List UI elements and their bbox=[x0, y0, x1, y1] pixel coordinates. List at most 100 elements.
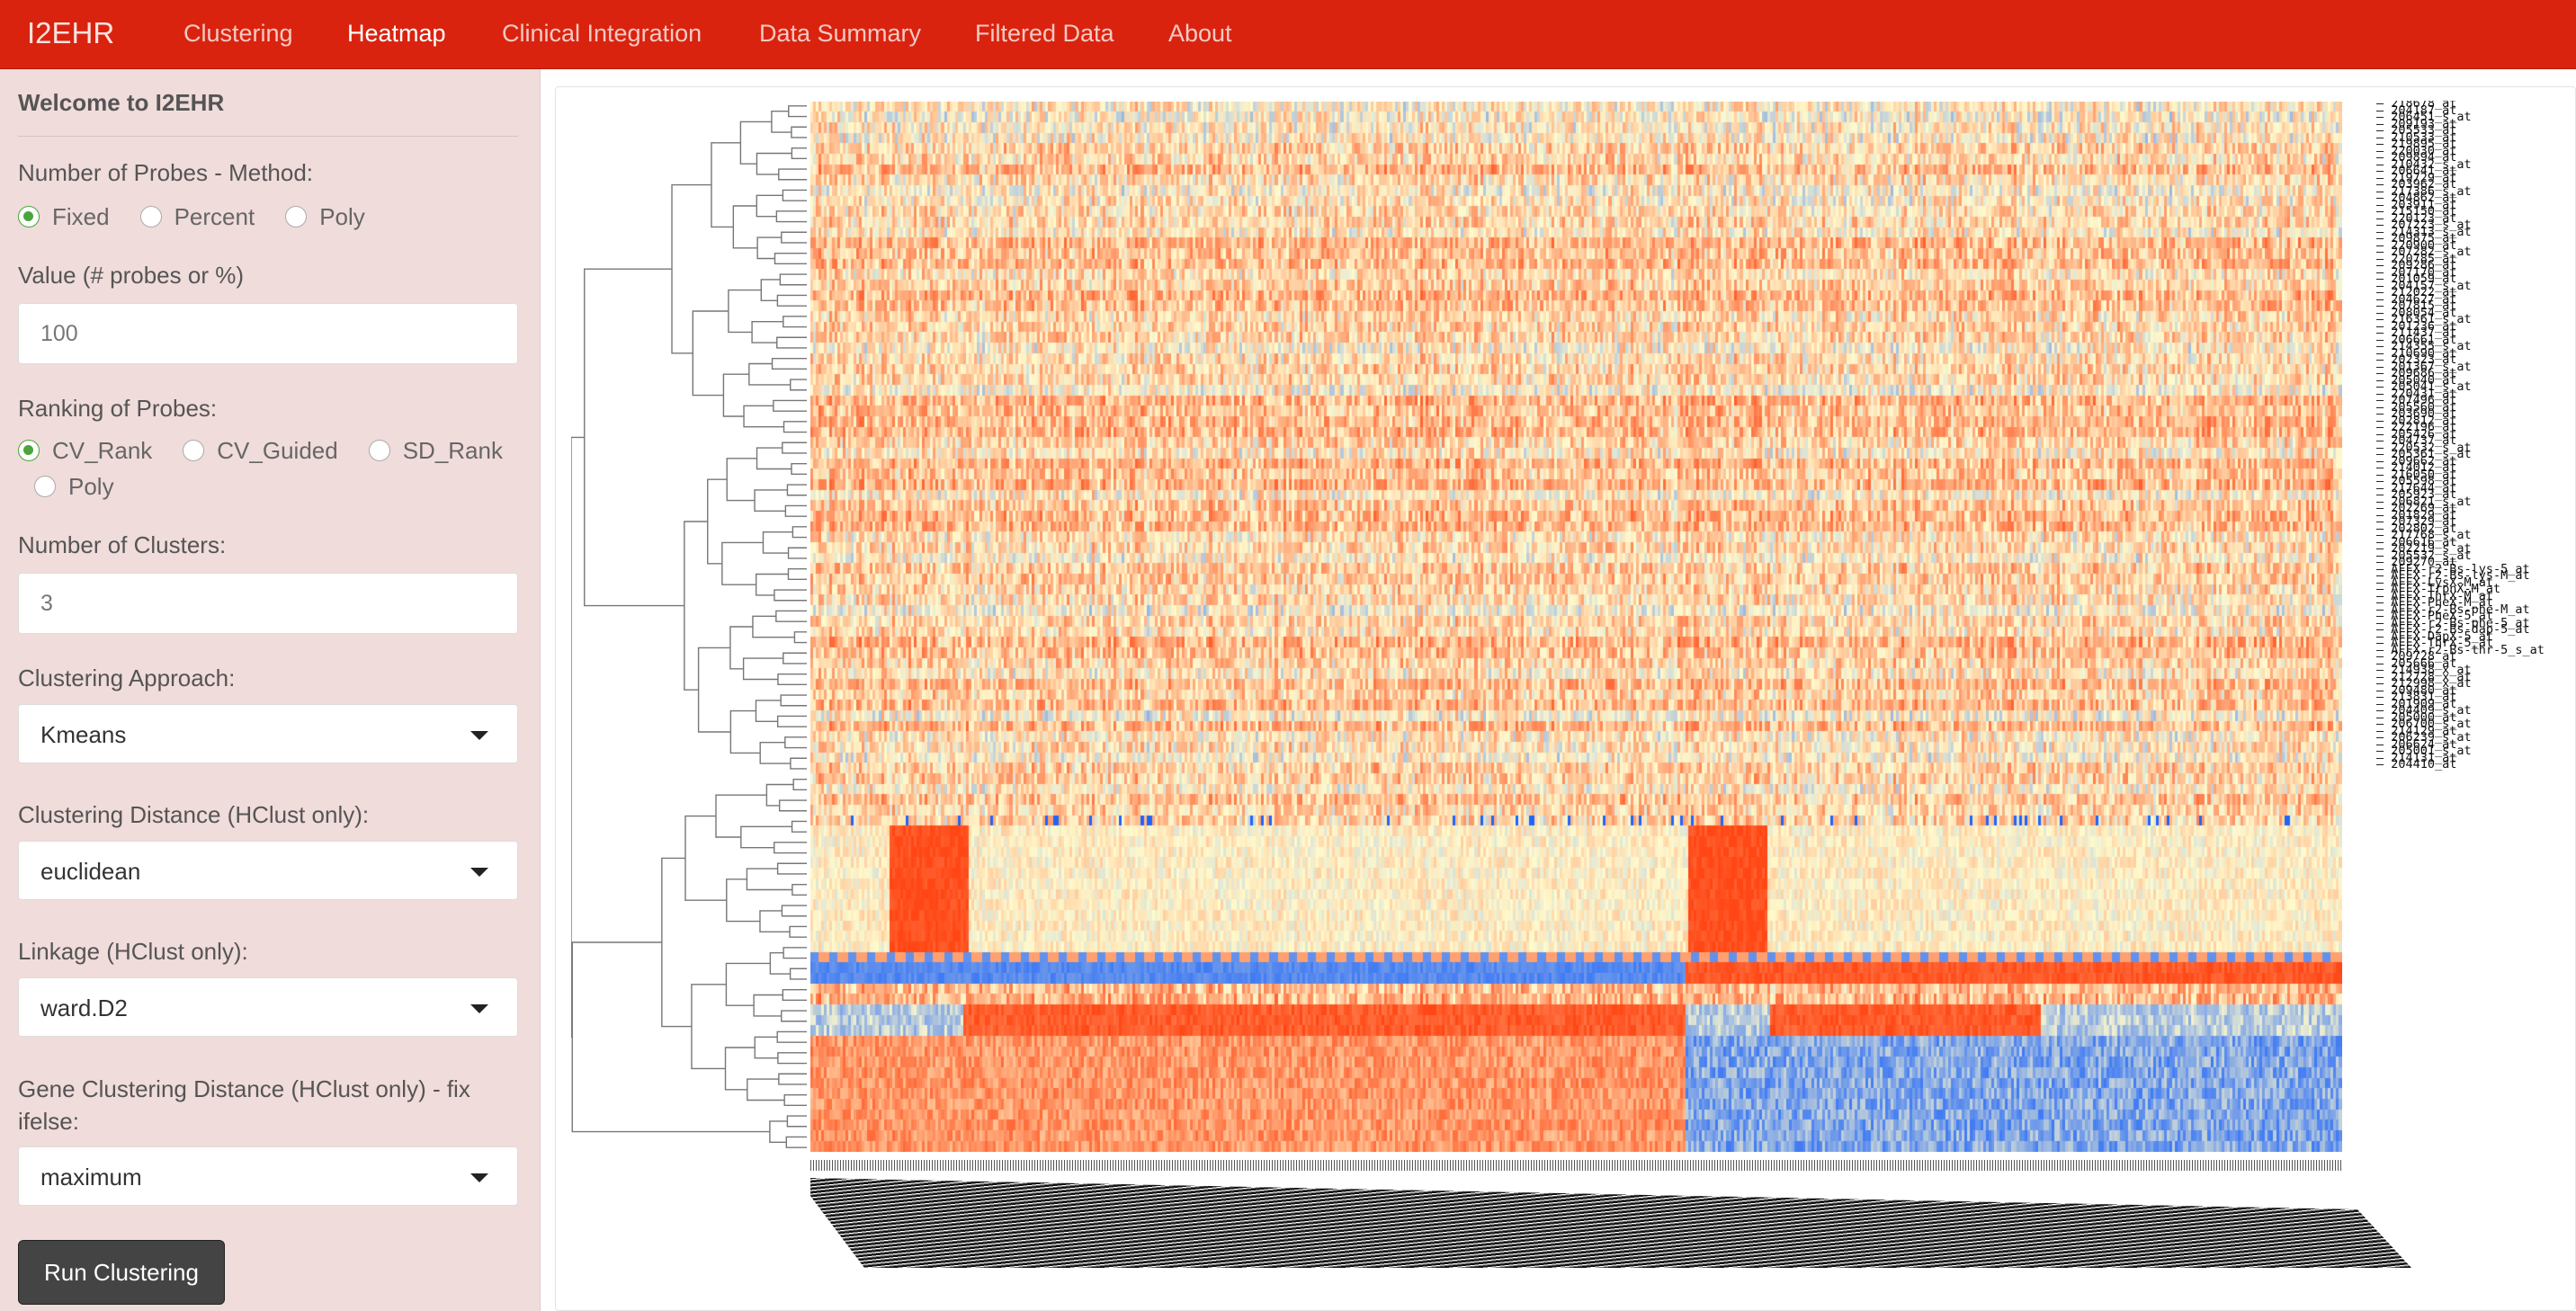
dendrogram-branch bbox=[726, 458, 757, 502]
radio-cv-rank-circle[interactable] bbox=[18, 440, 40, 461]
row-label: – 204627_at bbox=[2376, 291, 2457, 307]
row-label: – 207496_at bbox=[2376, 393, 2457, 407]
row-label: – 205040_at bbox=[2376, 372, 2457, 388]
radio-poly-ranking[interactable]: Poly bbox=[34, 473, 114, 501]
radio-cv-rank[interactable]: CV_Rank bbox=[18, 437, 152, 465]
linkage-select[interactable]: ward.D2 bbox=[18, 977, 518, 1037]
dendrogram-branch bbox=[742, 657, 783, 681]
dendrogram-branch bbox=[792, 778, 807, 791]
radio-poly-method-circle[interactable] bbox=[285, 206, 308, 227]
heatmap-row-labels: – 218678_at – 204187_at – 206451_s_at – 209… bbox=[2376, 101, 2576, 1155]
dendrogram-branch bbox=[756, 194, 783, 218]
row-label: – 210533_at bbox=[2376, 129, 2457, 145]
sidebar-panel: Welcome to I2EHR Number of Probes - Meth… bbox=[0, 69, 541, 1311]
radio-sd-rank[interactable]: SD_Rank bbox=[368, 437, 503, 465]
radio-poly-ranking-circle[interactable] bbox=[34, 476, 56, 497]
tab-clustering[interactable]: Clustering bbox=[183, 20, 293, 47]
dendrogram-branch bbox=[786, 484, 807, 496]
radio-fixed[interactable]: Fixed bbox=[18, 203, 110, 231]
radio-poly-method[interactable]: Poly bbox=[285, 203, 365, 231]
radio-percent-circle[interactable] bbox=[139, 206, 162, 227]
sidebar-title: Welcome to I2EHR bbox=[18, 89, 225, 116]
radio-sd-rank-circle[interactable] bbox=[368, 440, 390, 461]
dendrogram-branch bbox=[729, 626, 753, 670]
row-label: – 216050_at bbox=[2376, 467, 2457, 482]
row-label: – 205598_at bbox=[2376, 474, 2457, 488]
tab-data-summary[interactable]: Data Summary bbox=[759, 20, 922, 47]
dendrogram-branch bbox=[774, 252, 807, 265]
radio-percent[interactable]: Percent bbox=[139, 203, 255, 231]
dendrogram-branch bbox=[784, 504, 807, 517]
row-label: – 214129_at bbox=[2376, 723, 2457, 738]
row-label: – 205361_s_at bbox=[2376, 447, 2472, 461]
chevron-down-icon[interactable] bbox=[470, 868, 488, 877]
dendrogram-branch bbox=[783, 1093, 807, 1107]
row-label: – 209662_at bbox=[2376, 453, 2457, 468]
clusters-input[interactable] bbox=[18, 573, 518, 634]
chevron-down-icon[interactable] bbox=[470, 1173, 488, 1182]
dendrogram-branch bbox=[754, 1036, 778, 1059]
dendrogram-branch bbox=[783, 316, 807, 328]
row-label: – 219729_at bbox=[2376, 170, 2457, 185]
linkage-select-value: ward.D2 bbox=[40, 994, 128, 1021]
row-label: – 214131_at bbox=[2376, 750, 2457, 765]
dendrogram-branch bbox=[792, 883, 807, 896]
distance-label: Clustering Distance (HClust only): bbox=[18, 801, 370, 828]
app-brand[interactable]: I2EHR bbox=[27, 16, 115, 49]
row-label: – 205560_at bbox=[2376, 399, 2457, 415]
row-label: – 206451_s_at bbox=[2376, 110, 2472, 124]
dendrogram-branch bbox=[584, 268, 684, 607]
row-label: – 202269_at bbox=[2376, 501, 2457, 515]
row-label: – 203911_at bbox=[2376, 197, 2457, 212]
row-label: – 201236_at bbox=[2376, 318, 2457, 334]
row-label: – 220030_at bbox=[2376, 143, 2457, 158]
dendrogram-branch bbox=[782, 441, 807, 454]
dendrogram-branch bbox=[754, 489, 788, 512]
dendrogram-branch bbox=[722, 373, 749, 417]
dendrogram-branch bbox=[571, 436, 585, 1038]
radio-fixed-circle[interactable] bbox=[18, 206, 40, 227]
row-label: – 204187_at bbox=[2376, 103, 2457, 118]
run-clustering-button[interactable]: Run Clustering bbox=[18, 1240, 225, 1305]
dendrogram-branch bbox=[782, 189, 807, 201]
dendrogram-branch bbox=[760, 279, 781, 301]
tab-heatmap[interactable]: Heatmap bbox=[347, 20, 446, 47]
radio-poly-ranking-label: Poly bbox=[68, 472, 114, 500]
radio-fixed-label: Fixed bbox=[52, 202, 110, 230]
dendrogram-branch bbox=[725, 962, 771, 1006]
dendrogram-branch bbox=[781, 231, 807, 244]
row-label: – 209286_at bbox=[2376, 258, 2457, 272]
row-label: – 206624_at bbox=[2376, 736, 2457, 752]
dendrogram-branch bbox=[759, 910, 791, 932]
dendrogram-branch bbox=[774, 589, 807, 602]
gene-distance-select[interactable]: maximum bbox=[18, 1146, 518, 1206]
dendrogram-branch bbox=[790, 757, 807, 770]
approach-select[interactable]: Kmeans bbox=[18, 704, 518, 763]
dendrogram-branch bbox=[684, 521, 708, 691]
row-label: – 209193_at bbox=[2376, 116, 2457, 131]
tab-about[interactable]: About bbox=[1168, 20, 1232, 47]
chevron-down-icon[interactable] bbox=[470, 1004, 488, 1013]
row-label: – 217386_s_at bbox=[2376, 183, 2472, 199]
radio-cv-guided[interactable]: CV_Guided bbox=[183, 437, 338, 465]
dendrogram-branch bbox=[715, 794, 767, 838]
row-label: – 205666_at bbox=[2376, 656, 2457, 671]
dendrogram-branch bbox=[746, 868, 792, 891]
distance-select[interactable]: euclidean bbox=[18, 841, 518, 900]
dendrogram-branch bbox=[777, 673, 807, 686]
dendrogram-branch bbox=[790, 379, 807, 391]
dendrogram-branch bbox=[791, 147, 807, 160]
distance-select-value: euclidean bbox=[40, 858, 141, 885]
row-label: – 209270_at bbox=[2376, 555, 2457, 569]
tab-clinical-integration[interactable]: Clinical Integration bbox=[502, 20, 702, 47]
chevron-down-icon[interactable] bbox=[470, 731, 488, 740]
row-label: – 214355_s_at bbox=[2376, 339, 2472, 353]
tab-filtered-data[interactable]: Filtered Data bbox=[975, 20, 1114, 47]
radio-cv-guided-circle[interactable] bbox=[183, 440, 205, 461]
row-label: – 219895_at bbox=[2376, 137, 2457, 151]
dendrogram-branch bbox=[759, 742, 791, 764]
row-label: – 204157_s_at bbox=[2376, 278, 2472, 293]
row-label: – 220785_at bbox=[2376, 251, 2457, 266]
value-input[interactable] bbox=[18, 303, 518, 364]
row-label: – 222196_at bbox=[2376, 420, 2457, 434]
